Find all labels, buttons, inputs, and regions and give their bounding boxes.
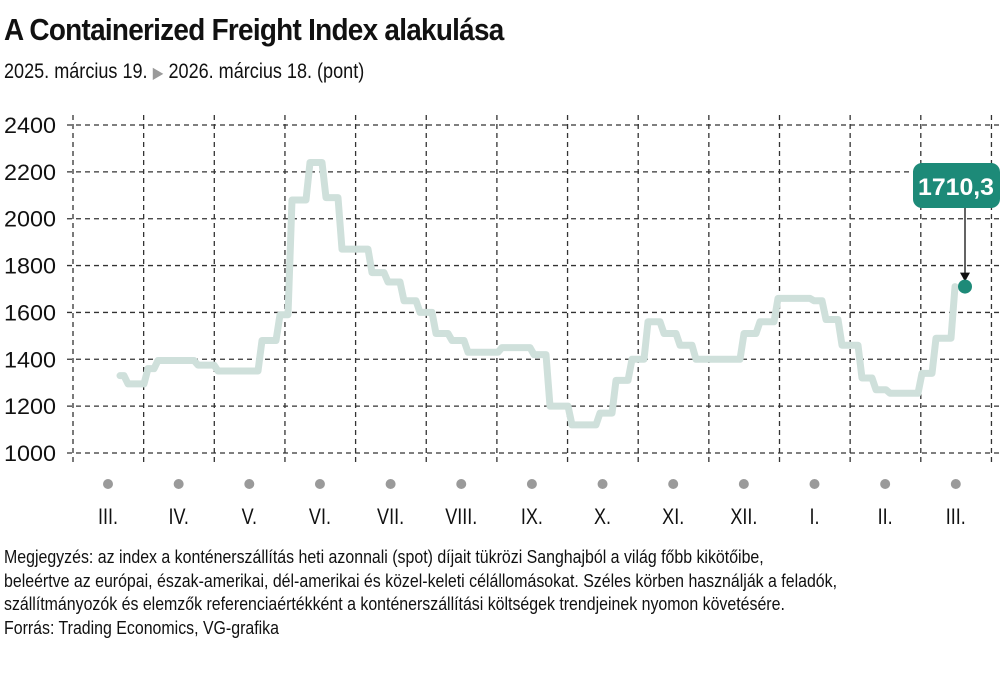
x-axis-month-dots: [103, 479, 961, 489]
x-tick-label: II.: [878, 505, 893, 529]
month-dot-icon: [244, 479, 255, 489]
callout-value: 1710,3: [918, 174, 994, 201]
x-tick-label: I.: [809, 505, 819, 529]
y-axis-ticks: 2400 2200 2000 1800 1600 1400 1200 1000: [4, 113, 56, 466]
y-tick-label: 1400: [4, 347, 56, 372]
month-dot-icon: [526, 479, 537, 489]
y-tick-label: 2200: [4, 160, 56, 185]
month-dot-icon: [103, 479, 113, 489]
x-tick-label: VII.: [377, 505, 404, 529]
last-value-marker: [958, 279, 972, 294]
callout-box: [913, 163, 1000, 208]
month-dot-icon: [738, 479, 749, 489]
x-tick-label: III.: [946, 505, 966, 529]
month-dot-icon: [668, 479, 679, 489]
y-tick-label: 1800: [4, 254, 56, 279]
month-dot-icon: [809, 479, 820, 489]
y-tick-label: 1200: [4, 394, 56, 419]
note-line-2: beleértve az európai, észak-amerikai, dé…: [4, 569, 838, 591]
x-axis-ticks: III. IV. V. VI. VII. VIII. IX. X. XI. XII. I. II. II…: [98, 505, 966, 529]
y-tick-label: 1000: [4, 441, 56, 466]
x-tick-label: VIII.: [445, 505, 477, 529]
month-dot-icon: [385, 479, 396, 489]
month-dot-icon: [950, 479, 961, 489]
series-line: [116, 158, 959, 429]
y-tick-label: 2400: [4, 113, 56, 138]
x-tick-label: XII.: [730, 505, 757, 529]
source-line: Forrás: Trading Economics, VG-grafika: [4, 616, 279, 638]
x-tick-label: IV.: [168, 505, 188, 529]
month-dot-icon: [173, 479, 184, 489]
grid-lines: [67, 115, 1000, 465]
arrow-head-icon: [960, 272, 970, 282]
month-dot-icon: [880, 479, 891, 489]
arrow-right-icon: ▶: [152, 65, 164, 82]
note-line-3: szállítmányozók és elemzők referenciaért…: [4, 593, 785, 614]
chart-title: A Containerized Freight Index alakulása: [4, 12, 504, 47]
y-tick-label: 1600: [4, 300, 56, 325]
month-dot-icon: [314, 479, 325, 489]
x-tick-label: VI.: [309, 505, 331, 529]
x-tick-label: X.: [594, 505, 611, 529]
chart-subtitle: 2025. március 19. ▶ 2026. március 18. (pon…: [4, 60, 364, 84]
month-dot-icon: [597, 479, 608, 489]
y-tick-label: 2000: [4, 207, 56, 232]
subtitle-start-date: 2025. március 19.: [4, 60, 148, 83]
subtitle-end-date: 2026. március 18. (pont): [168, 60, 365, 83]
footnote: Megjegyzés: az index a konténerszállítás…: [4, 545, 993, 639]
x-tick-label: IX.: [521, 505, 543, 529]
month-dot-icon: [456, 479, 467, 489]
note-line-1: Megjegyzés: az index a konténerszállítás…: [4, 546, 764, 567]
x-tick-label: XI.: [662, 505, 684, 529]
x-tick-label: V.: [242, 505, 257, 529]
x-tick-label: III.: [98, 505, 118, 529]
line-chart: 2400 2200 2000 1800 1600 1400 1200 1000 III. IV.…: [4, 113, 1000, 529]
